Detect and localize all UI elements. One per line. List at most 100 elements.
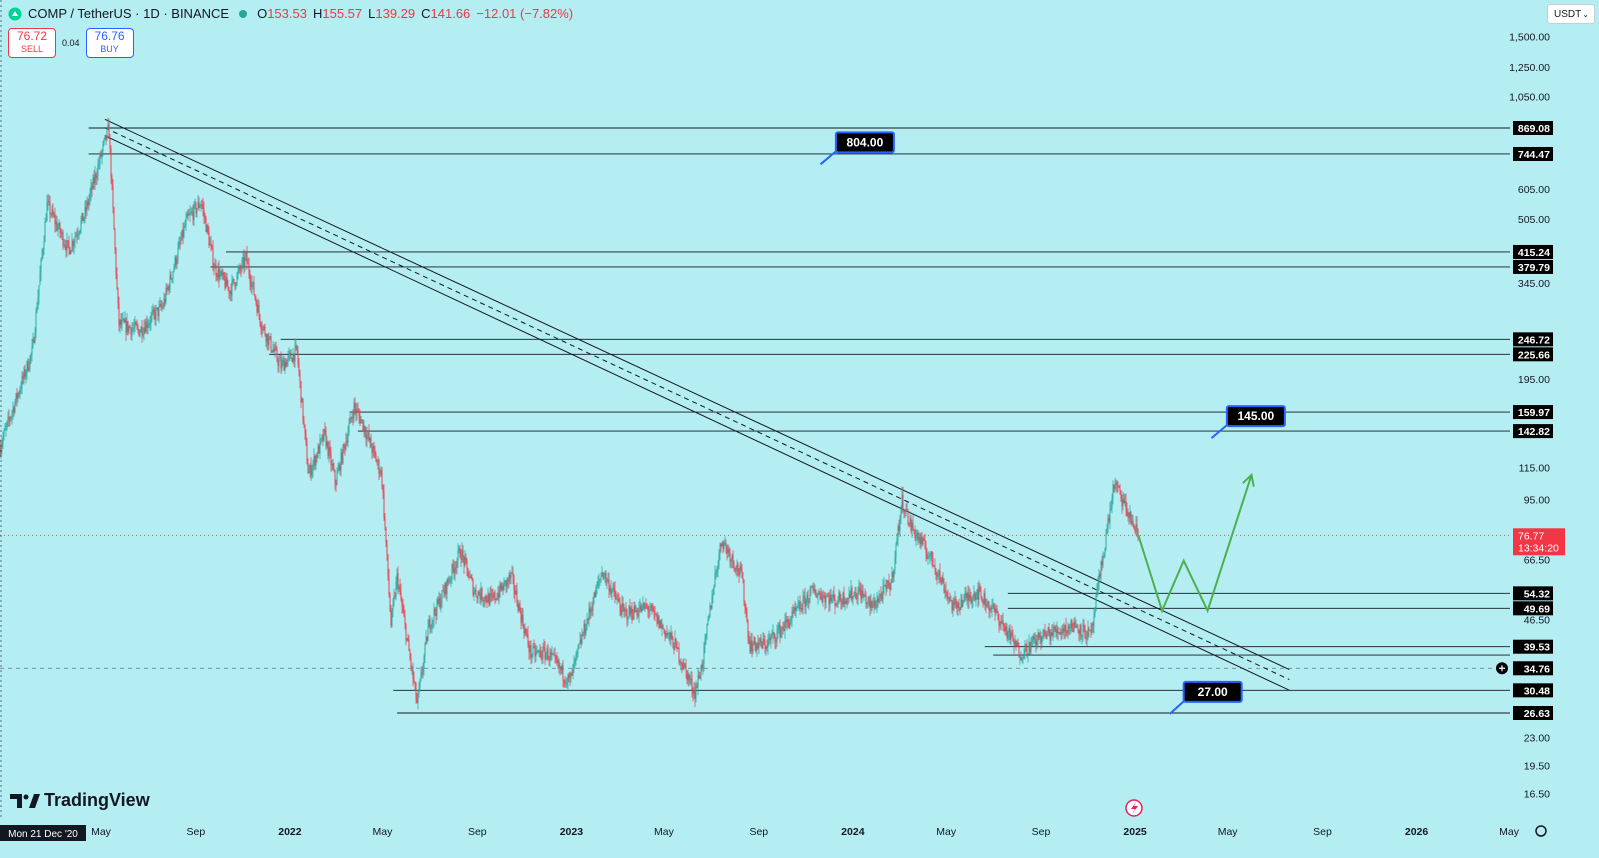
candle-body <box>668 632 670 634</box>
candle-body <box>39 273 41 286</box>
candle-body <box>158 305 160 317</box>
candle-body <box>117 287 119 304</box>
candle-body <box>769 638 771 641</box>
candle-body <box>541 657 543 659</box>
candle-body <box>840 600 842 603</box>
sell-button[interactable]: 76.72 SELL <box>8 28 56 58</box>
candle-body <box>276 349 278 361</box>
candle-body <box>672 638 674 648</box>
candle-body <box>393 596 395 604</box>
candle-body <box>50 214 52 216</box>
candle-body <box>232 278 234 281</box>
candle-body <box>445 582 447 594</box>
candle-body <box>788 622 790 628</box>
candle-body <box>287 355 289 360</box>
candle-body <box>838 592 840 604</box>
candle-body <box>297 350 299 364</box>
candle-body <box>953 601 955 605</box>
candle-body <box>1079 624 1081 635</box>
candle-body <box>780 629 782 638</box>
candle-body <box>351 417 353 419</box>
candle-body <box>70 250 72 255</box>
candle-body <box>938 570 940 576</box>
candle-body <box>708 616 710 620</box>
candle-body <box>1089 629 1091 631</box>
candle-body <box>460 557 462 561</box>
candle-body <box>1117 485 1119 487</box>
candle-body <box>842 592 844 605</box>
symbol-title[interactable]: COMP / TetherUS · 1D · BINANCE <box>28 6 230 21</box>
candle-body <box>60 232 62 234</box>
candle-body <box>856 598 858 600</box>
candle-body <box>721 542 723 547</box>
candle-body <box>397 573 399 589</box>
candle-body <box>501 585 503 590</box>
level-price-tag <box>1513 259 1553 274</box>
candle-body <box>1124 500 1126 504</box>
candle-body <box>419 679 421 688</box>
level-price-label: 54.32 <box>1524 588 1550 600</box>
candle-body <box>834 597 836 607</box>
candle-body <box>933 565 935 567</box>
candle-body <box>911 523 913 531</box>
level-price-tag <box>1513 424 1553 439</box>
candle-body <box>760 638 762 643</box>
candle-body <box>458 548 460 550</box>
time-tick-label: 2023 <box>560 826 584 838</box>
candle-body <box>846 598 848 604</box>
candle-body <box>1078 630 1080 635</box>
candle-body <box>252 281 254 284</box>
candle-body <box>191 211 193 213</box>
candle-body <box>325 430 327 447</box>
price-tick-label: 19.50 <box>1524 760 1550 772</box>
candle-body <box>327 441 329 456</box>
level-price-tag <box>1513 639 1553 654</box>
candle-body <box>590 609 592 613</box>
time-axis[interactable]: May Sep 2022 May Sep 2023 May Sep 2024 May Sep 2025… <box>0 799 1547 841</box>
candle-body <box>347 433 349 443</box>
price-axis[interactable]: 1,500.00 1,250.00 1,050.00 605.00 505.00 345.… <box>1496 31 1565 800</box>
candle-body <box>282 360 284 362</box>
candle-body <box>151 312 153 316</box>
candle-body <box>303 420 305 425</box>
candle-body <box>761 642 763 648</box>
candle-body <box>370 437 372 448</box>
candle-body <box>348 423 350 434</box>
candle-body <box>436 599 438 616</box>
candle-body <box>1019 657 1021 658</box>
candle-body <box>630 608 632 615</box>
candle-body <box>967 593 969 601</box>
candle-body <box>764 641 766 649</box>
candle-body <box>618 599 620 603</box>
candle-body <box>894 557 896 569</box>
candle-body <box>84 207 86 218</box>
candle-body <box>452 564 454 569</box>
buy-button[interactable]: 76.76 BUY <box>85 28 134 58</box>
candle-body <box>580 639 582 644</box>
price-tick-label: 1,050.00 <box>1509 91 1550 103</box>
candle-body <box>884 584 886 587</box>
candle-body <box>604 572 606 577</box>
level-price-tag <box>1513 586 1553 601</box>
candle-body <box>73 242 75 246</box>
candle-body <box>996 608 998 612</box>
candle-body <box>885 586 887 590</box>
candles <box>0 117 1139 710</box>
candle-body <box>302 398 304 421</box>
candle-body <box>91 186 93 190</box>
candle-body <box>845 600 847 604</box>
candle-body <box>876 598 878 606</box>
candle-body <box>365 434 367 440</box>
currency-select[interactable]: USDT ⌄ <box>1547 4 1595 24</box>
candle-body <box>329 447 331 453</box>
candle-body <box>439 598 441 608</box>
candle-body <box>689 679 691 681</box>
candle-body <box>47 201 49 203</box>
candle-body <box>1074 621 1076 627</box>
candle-body <box>828 596 830 605</box>
trendlines <box>104 118 1290 691</box>
candle-body <box>335 482 337 485</box>
candle-body <box>235 283 237 287</box>
candle-body <box>46 202 48 222</box>
